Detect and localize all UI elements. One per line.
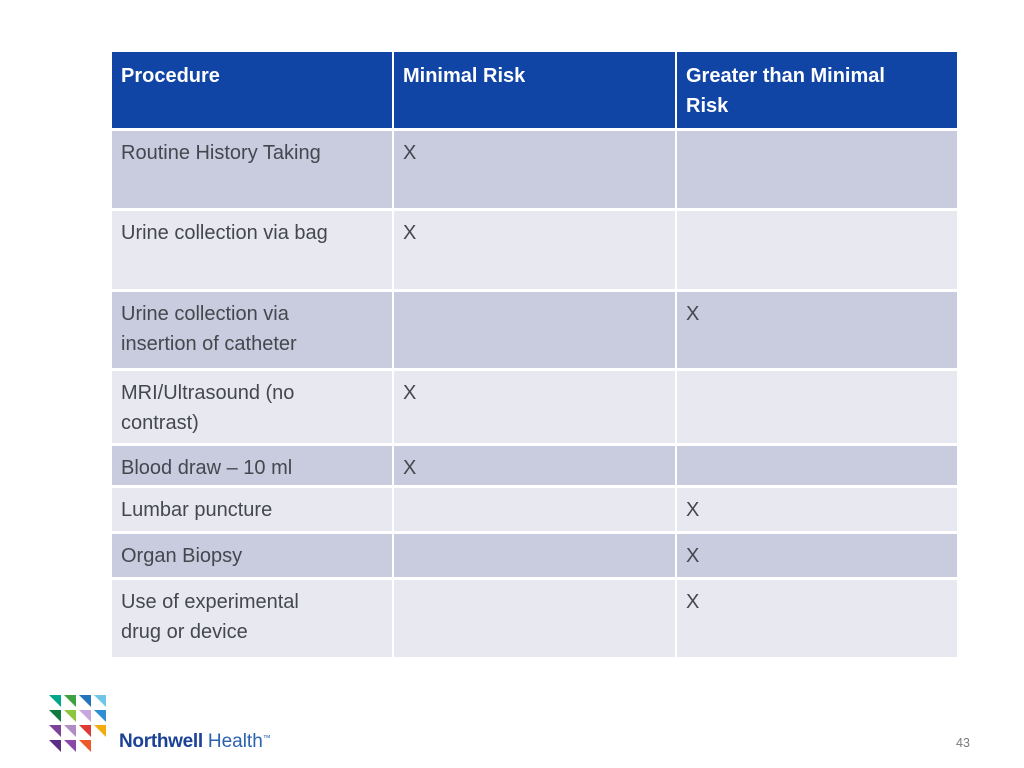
page-number: 43 bbox=[956, 736, 970, 750]
table-cell-greater-risk: X bbox=[677, 488, 957, 531]
header-cell-greater-risk: Greater than Minimal Risk bbox=[677, 52, 957, 128]
logo-wordmark: Northwell Health™ bbox=[119, 731, 271, 753]
table-cell-procedure: Lumbar puncture bbox=[112, 488, 392, 531]
table-cell-minimal-risk bbox=[394, 488, 675, 531]
logo-brand-regular: Health bbox=[207, 731, 263, 752]
table-cell-procedure: Blood draw – 10 ml bbox=[112, 446, 392, 485]
table-cell-procedure: Urine collection via insertion of cathet… bbox=[112, 292, 392, 368]
logo-triangle-icon bbox=[49, 740, 61, 752]
table-cell-minimal-risk: X bbox=[394, 446, 675, 485]
table-cell-procedure: Urine collection via bag bbox=[112, 211, 392, 289]
logo-triangle-mosaic-icon bbox=[49, 695, 106, 752]
table-cell-minimal-risk: X bbox=[394, 131, 675, 208]
trademark-symbol: ™ bbox=[262, 733, 271, 743]
logo-triangle-icon bbox=[79, 740, 91, 752]
logo-triangle-icon bbox=[64, 725, 76, 737]
table-cell-minimal-risk bbox=[394, 292, 675, 368]
logo-triangle-icon bbox=[79, 695, 91, 707]
logo-triangle-icon bbox=[49, 710, 61, 722]
logo-triangle-icon bbox=[49, 695, 61, 707]
table-cell-greater-risk: X bbox=[677, 534, 957, 577]
header-cell-procedure: Procedure bbox=[112, 52, 392, 128]
logo-triangle-empty bbox=[94, 740, 106, 752]
table-cell-greater-risk bbox=[677, 371, 957, 443]
table-cell-procedure: MRI/Ultrasound (no contrast) bbox=[112, 371, 392, 443]
table-cell-minimal-risk: X bbox=[394, 371, 675, 443]
table-cell-greater-risk bbox=[677, 211, 957, 289]
table-cell-procedure: Use of experimental drug or device bbox=[112, 580, 392, 657]
table-cell-greater-risk: X bbox=[677, 292, 957, 368]
logo-triangle-icon bbox=[64, 740, 76, 752]
logo-triangle-icon bbox=[49, 725, 61, 737]
table-cell-greater-risk bbox=[677, 446, 957, 485]
table-cell-minimal-risk bbox=[394, 534, 675, 577]
logo-triangle-icon bbox=[94, 710, 106, 722]
risk-table: Procedure Minimal Risk Greater than Minima… bbox=[112, 52, 957, 657]
logo-triangle-icon bbox=[64, 695, 76, 707]
header-cell-minimal-risk: Minimal Risk bbox=[394, 52, 675, 128]
table-cell-procedure: Routine History Taking bbox=[112, 131, 392, 208]
table-cell-greater-risk: X bbox=[677, 580, 957, 657]
table-cell-procedure: Organ Biopsy bbox=[112, 534, 392, 577]
logo-brand-bold: Northwell bbox=[119, 731, 203, 752]
table-cell-minimal-risk: X bbox=[394, 211, 675, 289]
logo-triangle-icon bbox=[79, 725, 91, 737]
logo-triangle-icon bbox=[79, 710, 91, 722]
logo-triangle-icon bbox=[94, 695, 106, 707]
logo-triangle-icon bbox=[64, 710, 76, 722]
logo-triangle-icon bbox=[94, 725, 106, 737]
table-cell-greater-risk bbox=[677, 131, 957, 208]
table-cell-minimal-risk bbox=[394, 580, 675, 657]
